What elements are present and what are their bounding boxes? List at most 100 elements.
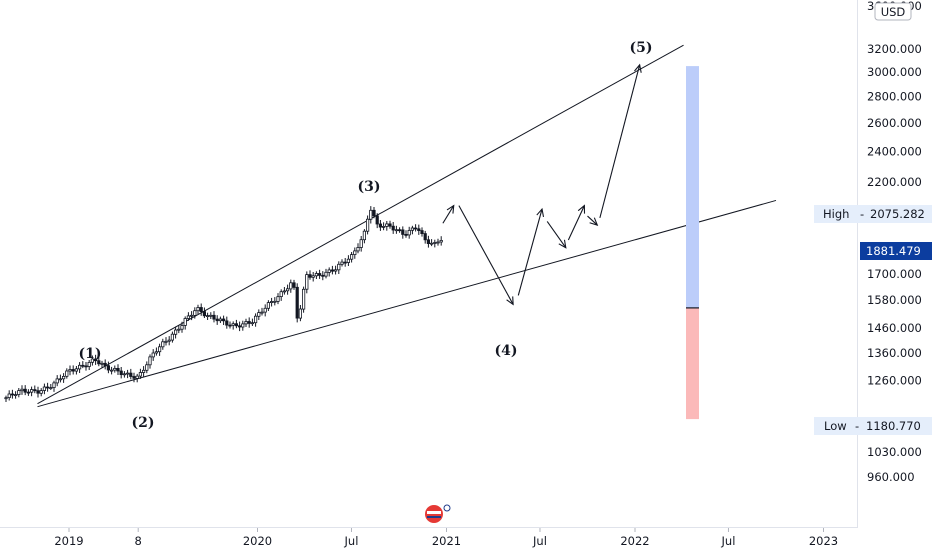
- candle-body: [205, 315, 210, 318]
- candle-body: [273, 300, 277, 303]
- candle-body: [90, 358, 94, 363]
- time-tick-label: Jul: [532, 534, 547, 548]
- candle-body: [167, 339, 171, 342]
- candle-body: [365, 218, 370, 232]
- candle-body: [100, 362, 104, 365]
- projection-arrow-4[interactable]: [546, 221, 567, 249]
- currency-label: USD: [881, 5, 906, 19]
- candle-body: [420, 230, 424, 235]
- candle-body: [103, 362, 107, 367]
- candle-body: [52, 382, 56, 388]
- candle-body: [381, 225, 386, 228]
- projection-arrow-6[interactable]: [587, 215, 599, 226]
- time-tick-label: Jul: [344, 534, 359, 548]
- candle-body: [46, 386, 50, 389]
- candle-body: [161, 341, 165, 348]
- candle-body: [257, 312, 261, 317]
- candle-body: [391, 225, 395, 231]
- candle-body: [84, 365, 88, 368]
- price-tick-label: 1580.000: [867, 293, 922, 307]
- candle-body: [209, 314, 213, 317]
- time-axis[interactable]: 2019 8 2020 Jul 2021 Jul 2022 Jul 2023: [54, 528, 838, 548]
- candle-body: [20, 388, 24, 392]
- tradingview-logo-icon[interactable]: [425, 504, 451, 523]
- candle-body: [356, 247, 360, 252]
- range-bar: [686, 66, 699, 420]
- candle-body: [113, 367, 117, 371]
- candle-body: [244, 321, 248, 325]
- candle-body: [333, 269, 338, 272]
- trendline-1[interactable]: [37, 44, 684, 405]
- price-tick-label: 3200.000: [867, 42, 922, 56]
- candle-body: [129, 372, 133, 377]
- candle-body: [10, 393, 14, 396]
- price-tick-label: 1260.000: [867, 373, 922, 387]
- high-tag-label: High: [823, 207, 849, 221]
- candle-body: [289, 282, 293, 290]
- wave-label-3: (3): [358, 179, 381, 195]
- candle-body: [71, 369, 75, 372]
- candle-body: [234, 323, 238, 327]
- candle-body: [13, 394, 18, 397]
- candle-body: [429, 242, 434, 245]
- wave-label-2: (2): [132, 415, 155, 431]
- candle-body: [269, 301, 274, 304]
- candle-body: [404, 233, 408, 236]
- price-tick-label: 2400.000: [867, 144, 922, 158]
- candle-body: [346, 258, 351, 263]
- candle-body: [349, 254, 354, 260]
- candle-body: [279, 291, 283, 298]
- range-bar-upper: [686, 66, 699, 308]
- candle-body: [87, 361, 91, 367]
- time-tick-label: 2021: [432, 534, 461, 548]
- candle-body: [225, 320, 229, 326]
- high-tag-value: 2075.282: [870, 207, 925, 221]
- candle-body: [327, 269, 331, 273]
- projection-arrow-7[interactable]: [599, 63, 642, 219]
- candle-body: [401, 229, 405, 235]
- candle-body: [110, 369, 114, 372]
- candle-body: [410, 227, 415, 231]
- candle-body: [321, 274, 325, 277]
- candle-body: [407, 229, 411, 236]
- last-price-tag: [860, 242, 932, 260]
- currency-badge[interactable]: [874, 2, 912, 21]
- candle-body: [199, 307, 203, 312]
- trendline-2[interactable]: [37, 199, 777, 408]
- candle-body: [385, 223, 389, 227]
- candle-body: [135, 375, 139, 379]
- wave-label-5: (5): [630, 40, 653, 56]
- candle-body: [145, 364, 149, 371]
- candle-body: [433, 242, 437, 244]
- projection-arrow-1[interactable]: [442, 204, 455, 224]
- projection-arrow-5[interactable]: [567, 204, 586, 241]
- high-tag: [814, 205, 932, 223]
- candle-body: [132, 376, 136, 379]
- candle-body: [126, 372, 130, 375]
- projection-arrow-2[interactable]: [458, 205, 514, 306]
- candle-body: [298, 308, 303, 319]
- candle-body: [308, 274, 312, 278]
- candle-body: [164, 340, 168, 343]
- candle-body: [23, 388, 27, 393]
- price-candles: [4, 206, 443, 402]
- candle-body: [394, 229, 399, 232]
- candle-body: [157, 346, 162, 353]
- time-tick-label: 2022: [620, 534, 649, 548]
- candle-body: [33, 389, 37, 392]
- price-tick-label: 1700.000: [867, 267, 922, 281]
- candle-body: [282, 290, 287, 293]
- candle-body: [266, 302, 271, 309]
- price-tick-label: 1030.000: [867, 445, 922, 459]
- candle-body: [337, 263, 341, 271]
- candle-body: [68, 369, 72, 372]
- price-tick-label: 960.000: [867, 470, 915, 484]
- projection-arrow-3[interactable]: [517, 207, 545, 296]
- price-tick-label: 2800.000: [867, 90, 922, 104]
- candle-body: [426, 239, 431, 245]
- candle-body: [439, 239, 443, 243]
- price-tick-label: 1360.000: [867, 346, 922, 360]
- candle-body: [116, 367, 120, 372]
- candle-body: [151, 352, 155, 358]
